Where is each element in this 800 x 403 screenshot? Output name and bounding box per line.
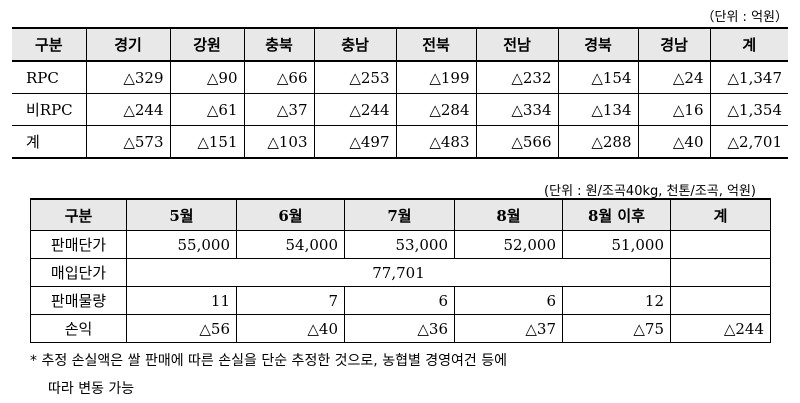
table-cell: △134 [557, 93, 638, 126]
header-cell: 8월 [454, 198, 563, 231]
header-cell: 전북 [395, 27, 476, 62]
table-cell: 77,701 [126, 258, 671, 287]
header-cell: 계 [670, 198, 771, 231]
table-row: 손익 △56 △40 △36 △37 △75 △244 [30, 314, 771, 343]
table-cell: △2,701 [709, 125, 788, 158]
header-cell: 경북 [557, 27, 638, 62]
table-cell: 54,000 [236, 230, 345, 259]
footnote-line-2: 따라 변동 가능 [48, 381, 135, 397]
table-cell: △566 [475, 125, 558, 158]
table-cell: 6 [454, 286, 563, 315]
header-cell: 8월 이후 [562, 198, 671, 231]
table-cell: △497 [313, 125, 396, 158]
footnote-line-1: * 추정 손실액은 쌀 판매에 따른 손실을 단순 추정한 것으로, 농협별 경… [30, 353, 508, 369]
table-cell [670, 286, 771, 315]
table-cell: 7 [236, 286, 345, 315]
row-label: 매입단가 [30, 258, 127, 287]
table2-unit: (단위 : 원/조곡40kg, 천톤/조곡, 억원) [544, 184, 756, 199]
table-cell: △288 [557, 125, 638, 158]
table-cell: 53,000 [344, 230, 455, 259]
table-cell: △1,347 [709, 60, 788, 94]
header-cell: 5월 [126, 198, 237, 231]
header-cell: 경기 [85, 27, 170, 62]
table-cell: 12 [562, 286, 671, 315]
table-row: 매입단가 77,701 [30, 258, 771, 287]
regional-loss-table: 구분 경기 강원 충북 충남 전북 전남 경북 경남 계 RPC △329 △9… [12, 27, 788, 159]
table-cell: △24 [637, 60, 710, 94]
table-cell: △573 [85, 125, 170, 158]
table-cell: △75 [562, 314, 671, 343]
table-cell: △37 [454, 314, 563, 343]
table-row: 계 △573 △151 △103 △497 △483 △566 △288 △40… [12, 125, 788, 158]
table-row: 판매단가 55,000 54,000 53,000 52,000 51,000 [30, 230, 771, 259]
row-label: 판매단가 [30, 230, 127, 259]
header-cell: 강원 [169, 27, 244, 62]
table-cell: △40 [637, 125, 710, 158]
table-cell [670, 230, 771, 259]
table-cell: △90 [169, 60, 244, 94]
table-row: 비RPC △244 △61 △37 △244 △284 △334 △134 △1… [12, 93, 788, 126]
table-cell: △1,354 [709, 93, 788, 126]
table-cell: △61 [169, 93, 244, 126]
table-cell: △244 [85, 93, 170, 126]
header-cell: 충남 [313, 27, 396, 62]
table-cell: △37 [243, 93, 314, 126]
table-cell: △56 [126, 314, 237, 343]
table-cell [670, 258, 771, 287]
table-cell: △284 [395, 93, 476, 126]
table-cell: 51,000 [562, 230, 671, 259]
row-label: 손익 [30, 314, 127, 343]
table-cell: △103 [243, 125, 314, 158]
table1-unit: （단위 : 억원） [701, 10, 789, 25]
header-cell: 구분 [12, 27, 86, 62]
table-row: RPC △329 △90 △66 △253 △199 △232 △154 △24… [12, 60, 788, 94]
table-cell: △244 [313, 93, 396, 126]
table-cell: △253 [313, 60, 396, 94]
header-cell: 7월 [344, 198, 455, 231]
header-cell: 계 [709, 27, 788, 62]
table-cell: 6 [344, 286, 455, 315]
header-cell: 구분 [30, 198, 127, 231]
monthly-sales-table: 구분 5월 6월 7월 8월 8월 이후 계 판매단가 55,000 54,00… [30, 198, 771, 343]
table-cell: △40 [236, 314, 345, 343]
table-cell: 11 [126, 286, 237, 315]
table-cell: △232 [475, 60, 558, 94]
table-cell: △329 [85, 60, 170, 94]
row-label: 비RPC [12, 93, 86, 126]
table-cell: △151 [169, 125, 244, 158]
table2-header-row: 구분 5월 6월 7월 8월 8월 이후 계 [30, 198, 771, 231]
table-cell: △36 [344, 314, 455, 343]
header-cell: 경남 [637, 27, 710, 62]
table1-header-row: 구분 경기 강원 충북 충남 전북 전남 경북 경남 계 [12, 27, 788, 62]
row-label: 계 [12, 125, 86, 158]
header-cell: 전남 [475, 27, 558, 62]
row-label: 판매물량 [30, 286, 127, 315]
table-cell: △483 [395, 125, 476, 158]
row-label: RPC [12, 60, 86, 94]
header-cell: 6월 [236, 198, 345, 231]
table-row: 판매물량 11 7 6 6 12 [30, 286, 771, 315]
table-cell: △16 [637, 93, 710, 126]
table-cell: 52,000 [454, 230, 563, 259]
table-cell: △66 [243, 60, 314, 94]
table-cell: △154 [557, 60, 638, 94]
table-cell: △199 [395, 60, 476, 94]
header-cell: 충북 [243, 27, 314, 62]
table-cell: △334 [475, 93, 558, 126]
table-cell: 55,000 [126, 230, 237, 259]
table-cell: △244 [670, 314, 771, 343]
